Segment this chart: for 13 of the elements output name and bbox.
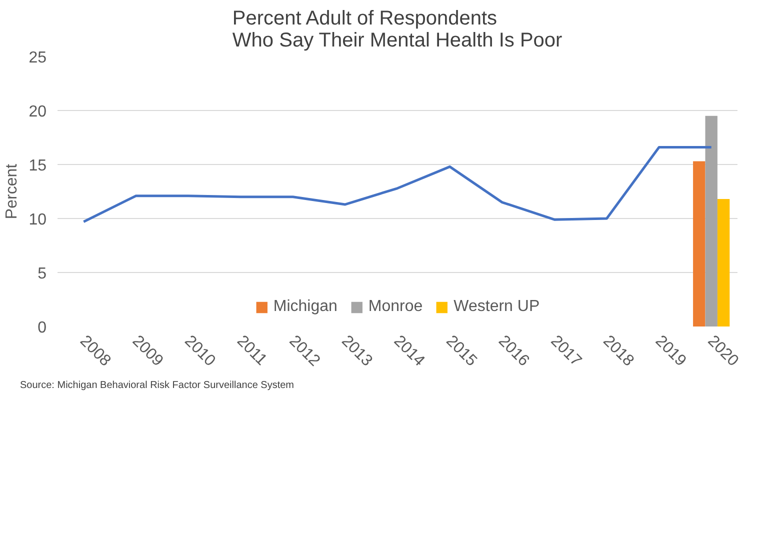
legend-label: Michigan [273, 298, 338, 316]
source-note: Source: Michigan Behavioral Risk Factor Surveillance System [20, 379, 294, 393]
y-tick-label: 15 [28, 158, 47, 174]
chart-title: Percent Adult of Respondents Who Say Their Mental Health Is Poor [232, 8, 563, 52]
y-axis-title: Percent [4, 163, 21, 220]
y-tick-label: 10 [28, 212, 47, 228]
legend-label: Monroe [368, 298, 423, 316]
y-tick-label: 25 [28, 50, 47, 66]
y-tick-label: 20 [28, 104, 47, 120]
line-series [82, 146, 713, 223]
y-tick-label: 5 [38, 266, 47, 282]
legend-label: Western UP [454, 298, 540, 316]
y-tick-label: 0 [38, 320, 47, 336]
